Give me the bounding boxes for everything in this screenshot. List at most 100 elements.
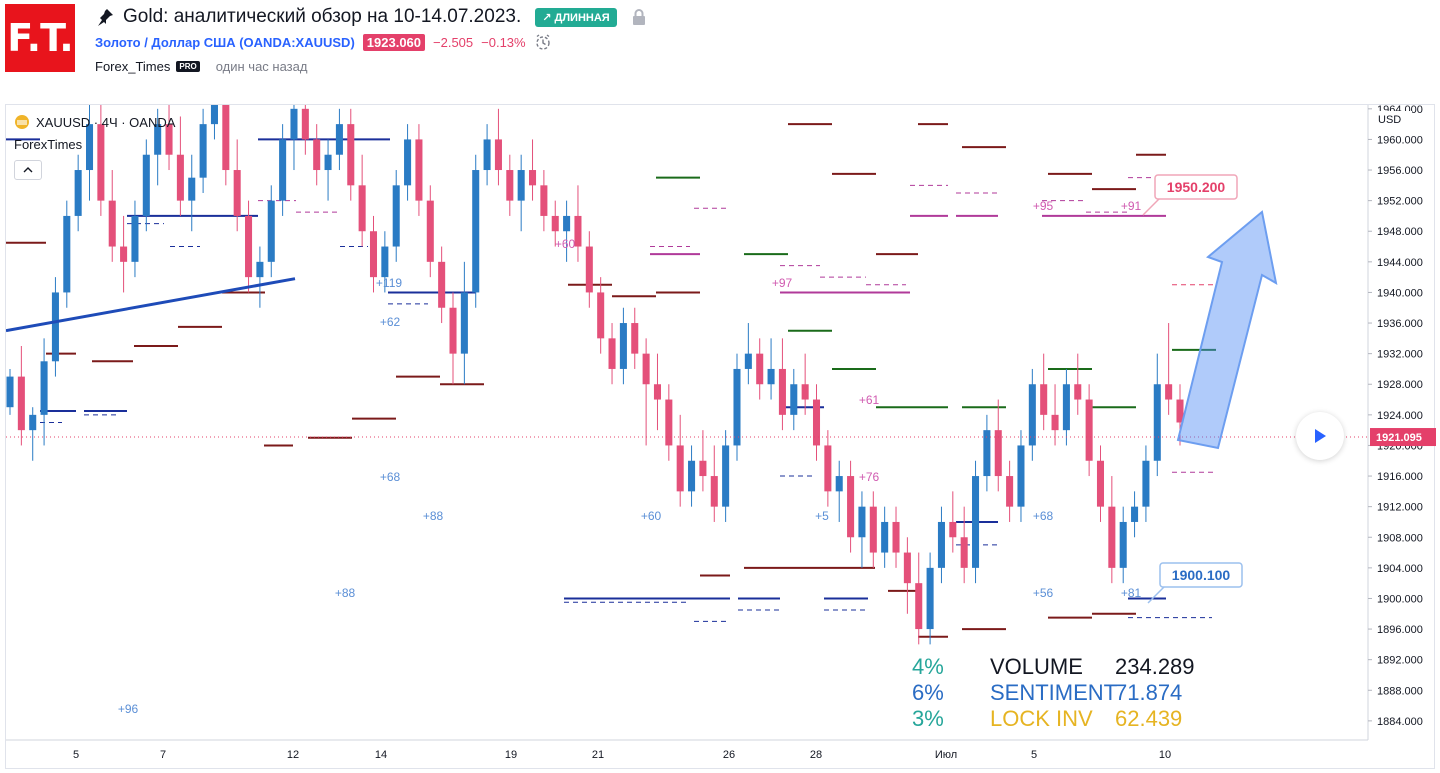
- stat-row-lock-inv: 3% LOCK INV 62.439: [912, 706, 1195, 732]
- candle: [517, 154, 525, 232]
- candle: [1028, 368, 1036, 461]
- y-tick-label: 1908.000: [1377, 532, 1423, 544]
- symbol-link[interactable]: Золото / Доллар США (OANDA:XAUUSD): [95, 34, 355, 50]
- stats-panel: 4% VOLUME 234.289 6% SENTIMENT 71.874 3%…: [912, 654, 1195, 732]
- candle-body: [74, 170, 82, 216]
- candle-body: [199, 124, 207, 178]
- candle-body: [608, 338, 616, 369]
- candle-body: [165, 124, 173, 155]
- candle-body: [1017, 445, 1025, 507]
- candle: [710, 445, 718, 522]
- candle-body: [1040, 384, 1048, 415]
- candle: [210, 105, 218, 140]
- current-price-badge: [1370, 428, 1436, 447]
- candle-body: [51, 292, 59, 362]
- candle: [313, 124, 321, 186]
- candle: [688, 445, 696, 507]
- candle-body: [415, 139, 423, 201]
- target-label-box: [1159, 562, 1243, 588]
- candle: [381, 231, 389, 293]
- candle: [847, 460, 855, 553]
- candle: [256, 246, 264, 308]
- candle-body: [983, 430, 991, 477]
- candle-body: [40, 361, 48, 415]
- idea-title: Gold: аналитический обзор на 10-14.07.20…: [123, 6, 522, 27]
- alarm-clock-icon[interactable]: [534, 33, 552, 51]
- candle: [835, 460, 843, 522]
- y-tick-label: 1888.000: [1377, 685, 1423, 697]
- candle-body: [972, 476, 980, 568]
- candle: [460, 261, 468, 385]
- candle-body: [597, 292, 605, 339]
- play-button[interactable]: [1296, 412, 1344, 460]
- candle-body: [142, 154, 150, 216]
- candle: [324, 139, 332, 201]
- candle-body: [881, 521, 889, 553]
- candle-body: [563, 215, 571, 232]
- candle-body: [835, 476, 843, 492]
- candle: [812, 384, 821, 461]
- candle: [51, 277, 59, 377]
- candle: [529, 139, 537, 201]
- candle: [1085, 384, 1093, 477]
- x-tick-label: 10: [1159, 749, 1171, 761]
- y-tick-label: 1936.000: [1377, 318, 1423, 330]
- candle-body: [756, 353, 764, 385]
- candle: [574, 185, 582, 262]
- candle-body: [824, 445, 832, 492]
- candle: [29, 407, 37, 461]
- candle: [17, 345, 25, 446]
- candle-body: [301, 108, 309, 140]
- annotation-label: +62: [380, 315, 401, 329]
- candle-body: [574, 215, 582, 247]
- candle-body: [256, 261, 264, 278]
- candle-body: [665, 399, 673, 446]
- candle-body: [1119, 521, 1127, 568]
- candle: [1096, 445, 1105, 522]
- candle: [1062, 368, 1070, 446]
- stat-value: 234.289: [1115, 654, 1195, 679]
- direction-badge: ↗ ДЛИННАЯ: [535, 7, 617, 27]
- candle-body: [404, 139, 412, 186]
- candle: [506, 154, 514, 216]
- candle: [585, 231, 593, 308]
- x-tick-label: 19: [505, 749, 517, 761]
- candle-body: [688, 460, 696, 492]
- annotation-label: +76: [859, 470, 880, 484]
- author-name[interactable]: Forex_Times: [95, 58, 171, 74]
- collapse-legend-button[interactable]: [14, 160, 42, 180]
- candle-body: [1153, 384, 1161, 461]
- candle: [40, 338, 48, 446]
- candle: [642, 338, 650, 446]
- stat-name: SENTIMENT: [990, 680, 1118, 705]
- annotation-label: +91: [1121, 199, 1142, 213]
- stat-name: VOLUME: [990, 654, 1083, 679]
- candle: [665, 384, 673, 461]
- candle-body: [120, 246, 128, 262]
- x-tick-label: Июл: [935, 749, 957, 761]
- y-tick-label: 1952.000: [1377, 196, 1423, 208]
- candle: [858, 491, 866, 568]
- candle: [563, 200, 571, 262]
- author-logo[interactable]: F.T.: [5, 4, 75, 72]
- candle-body: [460, 292, 468, 354]
- candle-body: [551, 215, 559, 232]
- y-tick-label: 1904.000: [1377, 563, 1423, 575]
- candle-body: [1142, 460, 1150, 507]
- candle: [199, 108, 207, 193]
- candle: [108, 170, 116, 262]
- x-tick-label: 26: [723, 749, 735, 761]
- candle-body: [892, 521, 900, 553]
- candle: [222, 105, 230, 186]
- candle-body: [1074, 384, 1082, 400]
- candle-body: [949, 521, 957, 538]
- target-label-text: 1950.200: [1167, 179, 1226, 195]
- annotation-label: +56: [1033, 586, 1054, 600]
- x-tick-label: 21: [592, 749, 604, 761]
- candle-body: [1176, 399, 1184, 423]
- candle-body: [97, 124, 105, 201]
- candle-body: [517, 170, 525, 201]
- chevron-up-icon: [23, 167, 33, 173]
- author-row: Forex_Times PRO один час назад: [95, 56, 307, 76]
